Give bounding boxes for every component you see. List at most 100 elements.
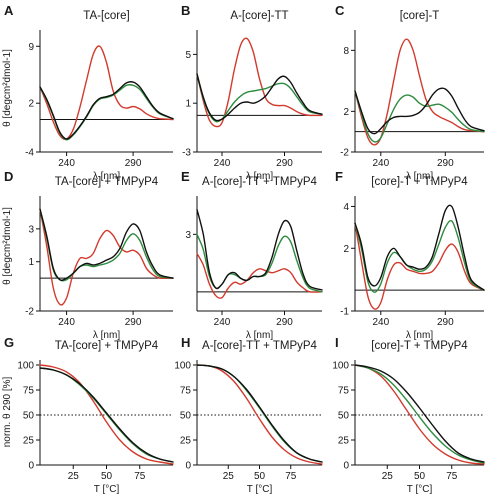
series-line-black <box>39 367 174 463</box>
series-line-red <box>354 38 485 146</box>
y-tick-label: 2 <box>343 107 349 118</box>
panel-letter: C <box>335 3 345 18</box>
y-tick-label: -4 <box>25 148 34 159</box>
y-tick-label: 25 <box>180 436 192 447</box>
series-line-green <box>196 364 323 463</box>
y-tick-label: 75 <box>23 386 35 397</box>
series-line-green <box>354 364 485 464</box>
panel-h: H A-[core]-TT + TMPyP4 25 50 75 0 25 50 75 100 T [… <box>174 335 323 495</box>
y-tick-label: 50 <box>338 411 350 422</box>
x-tick-label: 240 <box>58 317 75 328</box>
y-tick-label: 0 <box>185 461 191 472</box>
series-line-black <box>354 204 485 291</box>
series-line-red <box>196 37 323 128</box>
y-tick-label: -2 <box>340 148 349 159</box>
series-line-black <box>354 87 485 135</box>
x-axis-label: λ [nm] <box>246 171 273 182</box>
x-axis-label: T [°C] <box>247 484 273 495</box>
panel-title: [core]-T + TMPyP4 <box>371 340 468 352</box>
y-tick-label: 9 <box>28 42 34 53</box>
x-tick-label: 290 <box>276 317 293 328</box>
cd-row2-ylabel: θ [degcm²dmol-1] <box>2 207 13 285</box>
panel-letter: F <box>335 169 343 184</box>
panel-title: TA-[core] + TMPyP4 <box>55 340 159 352</box>
panel-letter: D <box>4 169 13 184</box>
x-tick-label: 290 <box>276 158 293 169</box>
x-tick-label: 290 <box>125 158 142 169</box>
x-tick-label: 75 <box>446 471 458 482</box>
x-axis-label: T [°C] <box>94 484 120 495</box>
series-line-black <box>196 73 323 122</box>
x-tick-label: 50 <box>101 471 113 482</box>
panel-title: A-[core]-TT <box>230 10 288 22</box>
x-axis-label: λ [nm] <box>406 171 433 182</box>
series-line-red <box>196 364 323 465</box>
y-tick-label: 100 <box>17 361 34 372</box>
x-axis-label: T [°C] <box>407 484 433 495</box>
panel-letter: A <box>4 3 14 18</box>
melt-row-ylabel: norm. θ 290 [%] <box>2 376 13 447</box>
panel-title: TA-[core] + TMPyP4 <box>55 176 159 188</box>
series-line-black <box>196 364 323 463</box>
y-tick-label: 3 <box>185 230 191 241</box>
x-tick-label: 240 <box>372 158 389 169</box>
x-tick-label: 290 <box>437 158 454 169</box>
panel-f: F [core]-T + TMPyP4 240 290 -1 2 4 λ [nm] <box>335 169 485 341</box>
y-tick-label: 0 <box>343 461 349 472</box>
y-tick-label: 2 <box>343 244 349 255</box>
panel-d: D TA-[core] + TMPyP4 240 290 -2 1 3 λ [nm] <box>4 169 174 341</box>
series-line-black <box>196 208 323 291</box>
series-line-green <box>354 219 485 293</box>
y-tick-label: -3 <box>182 148 191 159</box>
x-tick-label: 50 <box>414 471 426 482</box>
panel-title: TA-[core] <box>83 10 129 22</box>
series-line-black <box>354 364 485 463</box>
panel-g: G TA-[core] + TMPyP4 25 50 75 0 25 50 75 100 T [°C… <box>4 335 174 495</box>
y-tick-label: 2 <box>28 99 34 110</box>
x-tick-label: 240 <box>214 158 231 169</box>
y-tick-label: 5 <box>185 50 191 61</box>
x-tick-label: 75 <box>134 471 146 482</box>
x-axis-label: λ [nm] <box>93 330 120 341</box>
panel-i: I [core]-T + TMPyP4 25 50 75 0 25 50 75 100 T [°C] <box>332 335 485 495</box>
y-tick-label: 0 <box>28 461 34 472</box>
panel-letter: E <box>181 169 190 184</box>
y-tick-label: 100 <box>332 361 349 372</box>
series-line-green <box>354 90 485 143</box>
panel-letter: H <box>181 335 190 350</box>
x-tick-label: 240 <box>58 158 75 169</box>
y-tick-label: 100 <box>174 361 191 372</box>
series-line-black <box>39 208 174 282</box>
y-tick-label: 25 <box>23 436 35 447</box>
x-tick-label: 240 <box>372 317 389 328</box>
series-line-green <box>196 233 323 293</box>
series-line-green <box>39 208 174 282</box>
y-tick-label: 1 <box>185 99 191 110</box>
y-tick-label: 1 <box>28 257 34 268</box>
panel-letter: B <box>181 3 190 18</box>
panel-title: A-[core]-TT + TMPyP4 <box>202 340 318 352</box>
y-tick-label: 4 <box>343 202 349 213</box>
series-line-black <box>39 81 174 140</box>
x-tick-label: 290 <box>437 317 454 328</box>
panel-c: C [core]-T 240 290 -2 2 8 λ [nm] <box>335 3 485 182</box>
panel-letter: I <box>335 335 339 350</box>
x-tick-label: 75 <box>285 471 297 482</box>
y-tick-label: -2 <box>25 307 34 318</box>
y-tick-label: 25 <box>338 436 350 447</box>
series-line-red <box>39 45 174 141</box>
series-line-red <box>39 208 174 306</box>
x-axis-label: λ [nm] <box>406 330 433 341</box>
x-tick-label: 25 <box>68 471 80 482</box>
y-tick-label: 50 <box>23 411 35 422</box>
y-tick-label: 50 <box>180 411 192 422</box>
y-tick-label: 75 <box>180 386 192 397</box>
cd-row1-ylabel: θ [degcm²dmol-1] <box>2 49 13 127</box>
panel-letter: G <box>4 335 14 350</box>
series-line-red <box>196 252 323 299</box>
series-line-green <box>196 73 323 123</box>
y-tick-label: 75 <box>338 386 350 397</box>
series-line-red <box>39 364 174 465</box>
